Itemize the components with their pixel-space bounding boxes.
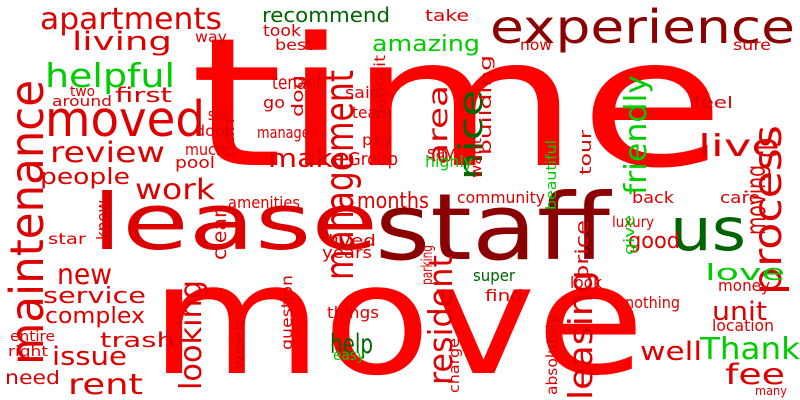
- word-helpful: helpful: [45, 57, 175, 95]
- word-clean: clean: [210, 205, 231, 260]
- word-love: love: [705, 260, 785, 286]
- word-tour: tour: [576, 130, 595, 175]
- word-moved: moved: [45, 91, 205, 148]
- word-super: super: [473, 266, 515, 285]
- word-amazing: amazing: [372, 31, 480, 57]
- word-star: star: [48, 230, 86, 248]
- word-well: well: [640, 337, 702, 367]
- word-review: review: [50, 135, 165, 169]
- word-back: back: [632, 188, 674, 207]
- word-team: team: [352, 103, 392, 122]
- word-highly: highly: [425, 152, 473, 171]
- word-week: week: [232, 320, 248, 370]
- word-go: go: [263, 93, 285, 112]
- word-experience: experience: [490, 0, 795, 54]
- word-best: best: [275, 36, 313, 54]
- word-care: care: [720, 188, 760, 207]
- word-location: location: [712, 316, 774, 335]
- word-looking: looking: [174, 280, 209, 390]
- word-time: time: [190, 0, 725, 208]
- word-many: many: [755, 384, 787, 398]
- word-absolutely: absolutely: [543, 315, 561, 395]
- word-feel: feel: [693, 93, 733, 112]
- word-see: see: [208, 105, 228, 124]
- word-question: question: [278, 275, 296, 350]
- word-take: take: [425, 6, 469, 25]
- word-much: much: [185, 140, 225, 159]
- word-months: months: [357, 188, 429, 214]
- word-friendly: friendly: [619, 74, 654, 195]
- word-thank: Thank: [700, 332, 800, 367]
- word-make: make: [268, 144, 350, 174]
- word-rent: rent: [68, 367, 143, 400]
- word-apartments: apartments: [40, 2, 222, 37]
- word-new: new: [57, 257, 112, 291]
- word-entire: entire: [10, 329, 55, 345]
- word-sure: sure: [733, 36, 771, 54]
- word-give: give: [622, 215, 638, 255]
- word-two: two: [70, 84, 95, 100]
- word-us: us: [670, 195, 746, 264]
- word-look: look: [570, 273, 602, 292]
- word-issue: issue: [52, 342, 127, 372]
- word-first: first: [115, 83, 172, 107]
- word-around: around: [52, 94, 112, 110]
- word-things: things: [327, 303, 379, 322]
- word-community: community: [457, 188, 545, 207]
- word-living: living: [72, 27, 172, 57]
- word-luxury: luxury: [612, 213, 654, 231]
- word-pay: pay: [362, 131, 392, 149]
- word-service: service: [43, 283, 146, 309]
- word-help: help: [330, 329, 373, 360]
- word-want: want: [469, 138, 485, 178]
- word-unit: unit: [712, 297, 767, 327]
- word-now: now: [520, 36, 552, 54]
- word-lived: lived: [328, 231, 376, 250]
- word-lease: lease: [92, 178, 378, 268]
- word-say: say: [427, 143, 455, 162]
- word-nothing: nothing: [625, 293, 680, 312]
- word-fee: fee: [725, 357, 785, 391]
- word-way: way: [195, 28, 227, 46]
- word-right: right: [8, 344, 48, 360]
- word-said: said: [345, 83, 381, 102]
- word-find: find: [485, 286, 523, 305]
- word-dog: dog: [288, 75, 307, 117]
- word-know: know: [93, 200, 112, 240]
- word-money: money: [718, 276, 770, 295]
- word-move: move: [150, 232, 645, 400]
- word-amenities: amenities: [228, 193, 300, 212]
- word-easy: easy: [333, 346, 365, 364]
- word-work: work: [135, 172, 215, 206]
- word-trash: trash: [100, 328, 175, 352]
- word-need: need: [5, 368, 60, 389]
- word-complex: complex: [45, 303, 145, 329]
- word-staff: staff: [375, 174, 610, 281]
- word-live: live: [698, 129, 780, 164]
- word-door: door: [195, 122, 231, 140]
- word-pool: pool: [175, 153, 215, 172]
- word-manager: manager: [257, 123, 315, 142]
- word-beautiful: beautiful: [544, 140, 560, 210]
- word-recommend: recommend: [262, 3, 390, 27]
- word-people: people: [40, 164, 130, 190]
- word-price: price: [573, 220, 593, 280]
- word-took: took: [263, 21, 301, 40]
- word-years: years: [322, 243, 372, 262]
- word-group: Group: [348, 150, 398, 170]
- word-tenant: tenant: [272, 73, 322, 94]
- word-charge: charge: [447, 338, 463, 393]
- word-parking: parking: [418, 245, 436, 285]
- word-good: good: [628, 228, 680, 254]
